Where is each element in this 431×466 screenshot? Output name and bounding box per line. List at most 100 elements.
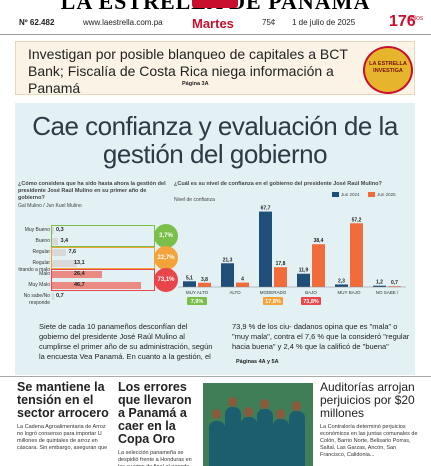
legend-swatch-2025 (368, 192, 376, 198)
evaluation-row-bar (52, 238, 59, 245)
evaluation-group-bracket (51, 269, 155, 291)
evaluation-row: Bueno 3,4 (18, 236, 168, 247)
chart-bar (312, 244, 325, 287)
info-bar: Nº 62.482 www.laestrella.com.pa Martes 7… (0, 13, 431, 35)
story-copa-oro[interactable]: Los errores que llevaron a Panamá a caer… (118, 381, 198, 466)
chart-category-label: BAJO (305, 290, 317, 295)
chart-category-label: NO SABE / (376, 290, 399, 295)
chart-bar (221, 263, 234, 287)
chart-category-label: MODERADO (260, 290, 287, 295)
chart-bar (274, 267, 287, 287)
evaluation-question: ¿Cómo considera que ha sido hasta ahora … (18, 181, 166, 201)
chart-data-label: 17,8 (276, 261, 286, 267)
evaluation-row-label: Bueno (35, 238, 50, 244)
confidence-bar-chart: Nivel de confianza 5,1 3,8 MUY ALTO 21,3 4 ALT… (174, 197, 406, 305)
chart-bar (259, 211, 272, 287)
feature-headline[interactable]: Cae confianza y evaluación de la gestión… (32, 111, 398, 169)
evaluation-row-value: 0,7 (56, 293, 64, 299)
confidence-legend: Jun 2024 Jun 2025 (332, 192, 396, 198)
teaser-headline[interactable]: Investigan por posible blanqueo de capit… (28, 46, 348, 96)
chart-data-label: 57,2 (352, 217, 362, 223)
evaluation-row-bar (52, 293, 54, 300)
issue-date: 1 de julio de 2025 (292, 18, 356, 27)
weekday: Martes (192, 16, 234, 31)
website-link[interactable]: www.laestrella.com.pa (83, 18, 163, 27)
anniversary-badge: 176 (389, 13, 416, 30)
confidence-panel: ¿Cuál es su nivel de confianza en el gob… (174, 181, 410, 317)
feature-body: Siete de cada 10 panameños desconfían de… (39, 322, 410, 361)
evaluation-group-bracket (51, 247, 155, 269)
masthead: LA ESTRELLA DE PANAMÁ (0, 0, 431, 13)
bottom-stories: Se mantiene la tensión en el sector arro… (0, 376, 431, 466)
chart-group-badge-label: 17,8% (265, 299, 281, 305)
anniversary-badge-sub: AÑOS (409, 16, 424, 22)
story-audits-text: La Contraloría determinó perjuicios econ… (320, 424, 418, 458)
story-copa-oro-text: La selección panameña se despidió frente… (118, 450, 192, 466)
chart-bar (335, 284, 348, 287)
evaluation-row-label: Malo (39, 271, 50, 277)
legend-label-2025: Jun 2025 (377, 192, 396, 198)
teaser-box[interactable]: Investigan por posible blanqueo de capit… (15, 41, 415, 96)
legend-swatch-2024 (332, 192, 339, 198)
evaluation-row: Muy Malo 46,7 (18, 280, 168, 291)
evaluation-row-label: Muy Bueno (24, 227, 50, 233)
chart-bar (297, 273, 310, 287)
evaluation-group-percent: 22,7% (154, 246, 178, 270)
evaluation-row: Malo 26,4 (18, 269, 168, 280)
evaluation-row-label: Muy Malo (28, 282, 50, 288)
evaluation-panel: ¿Cómo considera que ha sido hasta ahora … (18, 181, 178, 309)
masthead-crest-icon (192, 0, 238, 8)
evaluation-row-value: 46,7 (74, 282, 85, 288)
evaluation-group-bracket (51, 225, 155, 247)
feature-infographic: Cae confianza y evaluación de la gestión… (15, 103, 415, 375)
chart-data-label: 5,1 (186, 275, 193, 281)
evaluation-row-bar (52, 282, 141, 289)
evaluation-row-bar (52, 271, 103, 278)
evaluation-row-value: 7,6 (68, 249, 77, 255)
chart-group-badge (187, 297, 207, 305)
chart-category-label: MUY ALTO (186, 290, 209, 295)
chart-bar (388, 286, 401, 287)
evaluation-group-percent: 73,1% (154, 268, 178, 292)
chart-y-label: Nivel de confianza (174, 197, 215, 203)
story-copa-oro-title[interactable]: Los errores que llevaron a Panamá a caer… (118, 380, 192, 446)
chart-bar (373, 285, 386, 287)
legend-label-2024: Jun 2024 (341, 192, 360, 198)
evaluation-row: Muy Bueno 0,3 (18, 225, 168, 236)
evaluation-row: Regular 7,6 (18, 247, 168, 258)
chart-group-badge-label: 7,9% (191, 299, 204, 305)
evaluation-row-bar (52, 227, 54, 234)
evaluation-group-percent: 3,7% (154, 224, 178, 248)
story-rice-title[interactable]: Se mantiene la tensión en el sector arro… (17, 380, 109, 420)
evaluation-legend: Gal Mulino / Jun Kuel Mulino (18, 203, 82, 209)
chart-category-label: ALTO (229, 290, 241, 295)
evaluation-row-value: 3,4 (60, 238, 69, 244)
chart-data-label: 21,3 (223, 257, 233, 263)
evaluation-row-label: No sabe/No responde (23, 293, 50, 306)
chart-group-badge (263, 297, 283, 305)
chart-bar (183, 281, 196, 287)
football-team-photo (203, 383, 313, 466)
chart-data-label: 4 (241, 277, 244, 283)
chart-data-label: 38,4 (314, 238, 324, 244)
teaser-page-ref: Página 3A (182, 81, 209, 87)
confidence-question: ¿Cuál es su nivel de confianza en el gob… (174, 181, 382, 187)
chart-bar (198, 282, 211, 287)
issue-number: Nº 62.482 (19, 18, 55, 27)
story-audits-title[interactable]: Auditorías arrojan perjuicios por $20 mi… (320, 380, 415, 420)
chart-group-badge-label: 73,8% (303, 299, 319, 305)
chart-data-label: 0,7 (391, 280, 398, 286)
chart-data-label: 67,7 (261, 206, 271, 212)
story-rice-text: La Cadena Agroalimentaria de Arroz no lo… (17, 424, 108, 451)
evaluation-row-value: 26,4 (74, 271, 85, 277)
story-audits[interactable]: Auditorías arrojan perjuicios por $20 mi… (320, 381, 420, 459)
evaluation-row: Regular tirando a malo 13,1 (18, 258, 168, 273)
evaluation-row: No sabe/No responde 0,7 (18, 291, 168, 306)
chart-category-label: MUY BAJO (338, 290, 361, 295)
story-rice[interactable]: Se mantiene la tensión en el sector arro… (17, 381, 112, 452)
evaluation-row-label: Regular (32, 249, 50, 255)
price: 75¢ (262, 18, 276, 27)
chart-data-label: 1,2 (376, 280, 383, 286)
chart-data-label: 3,8 (201, 277, 208, 283)
